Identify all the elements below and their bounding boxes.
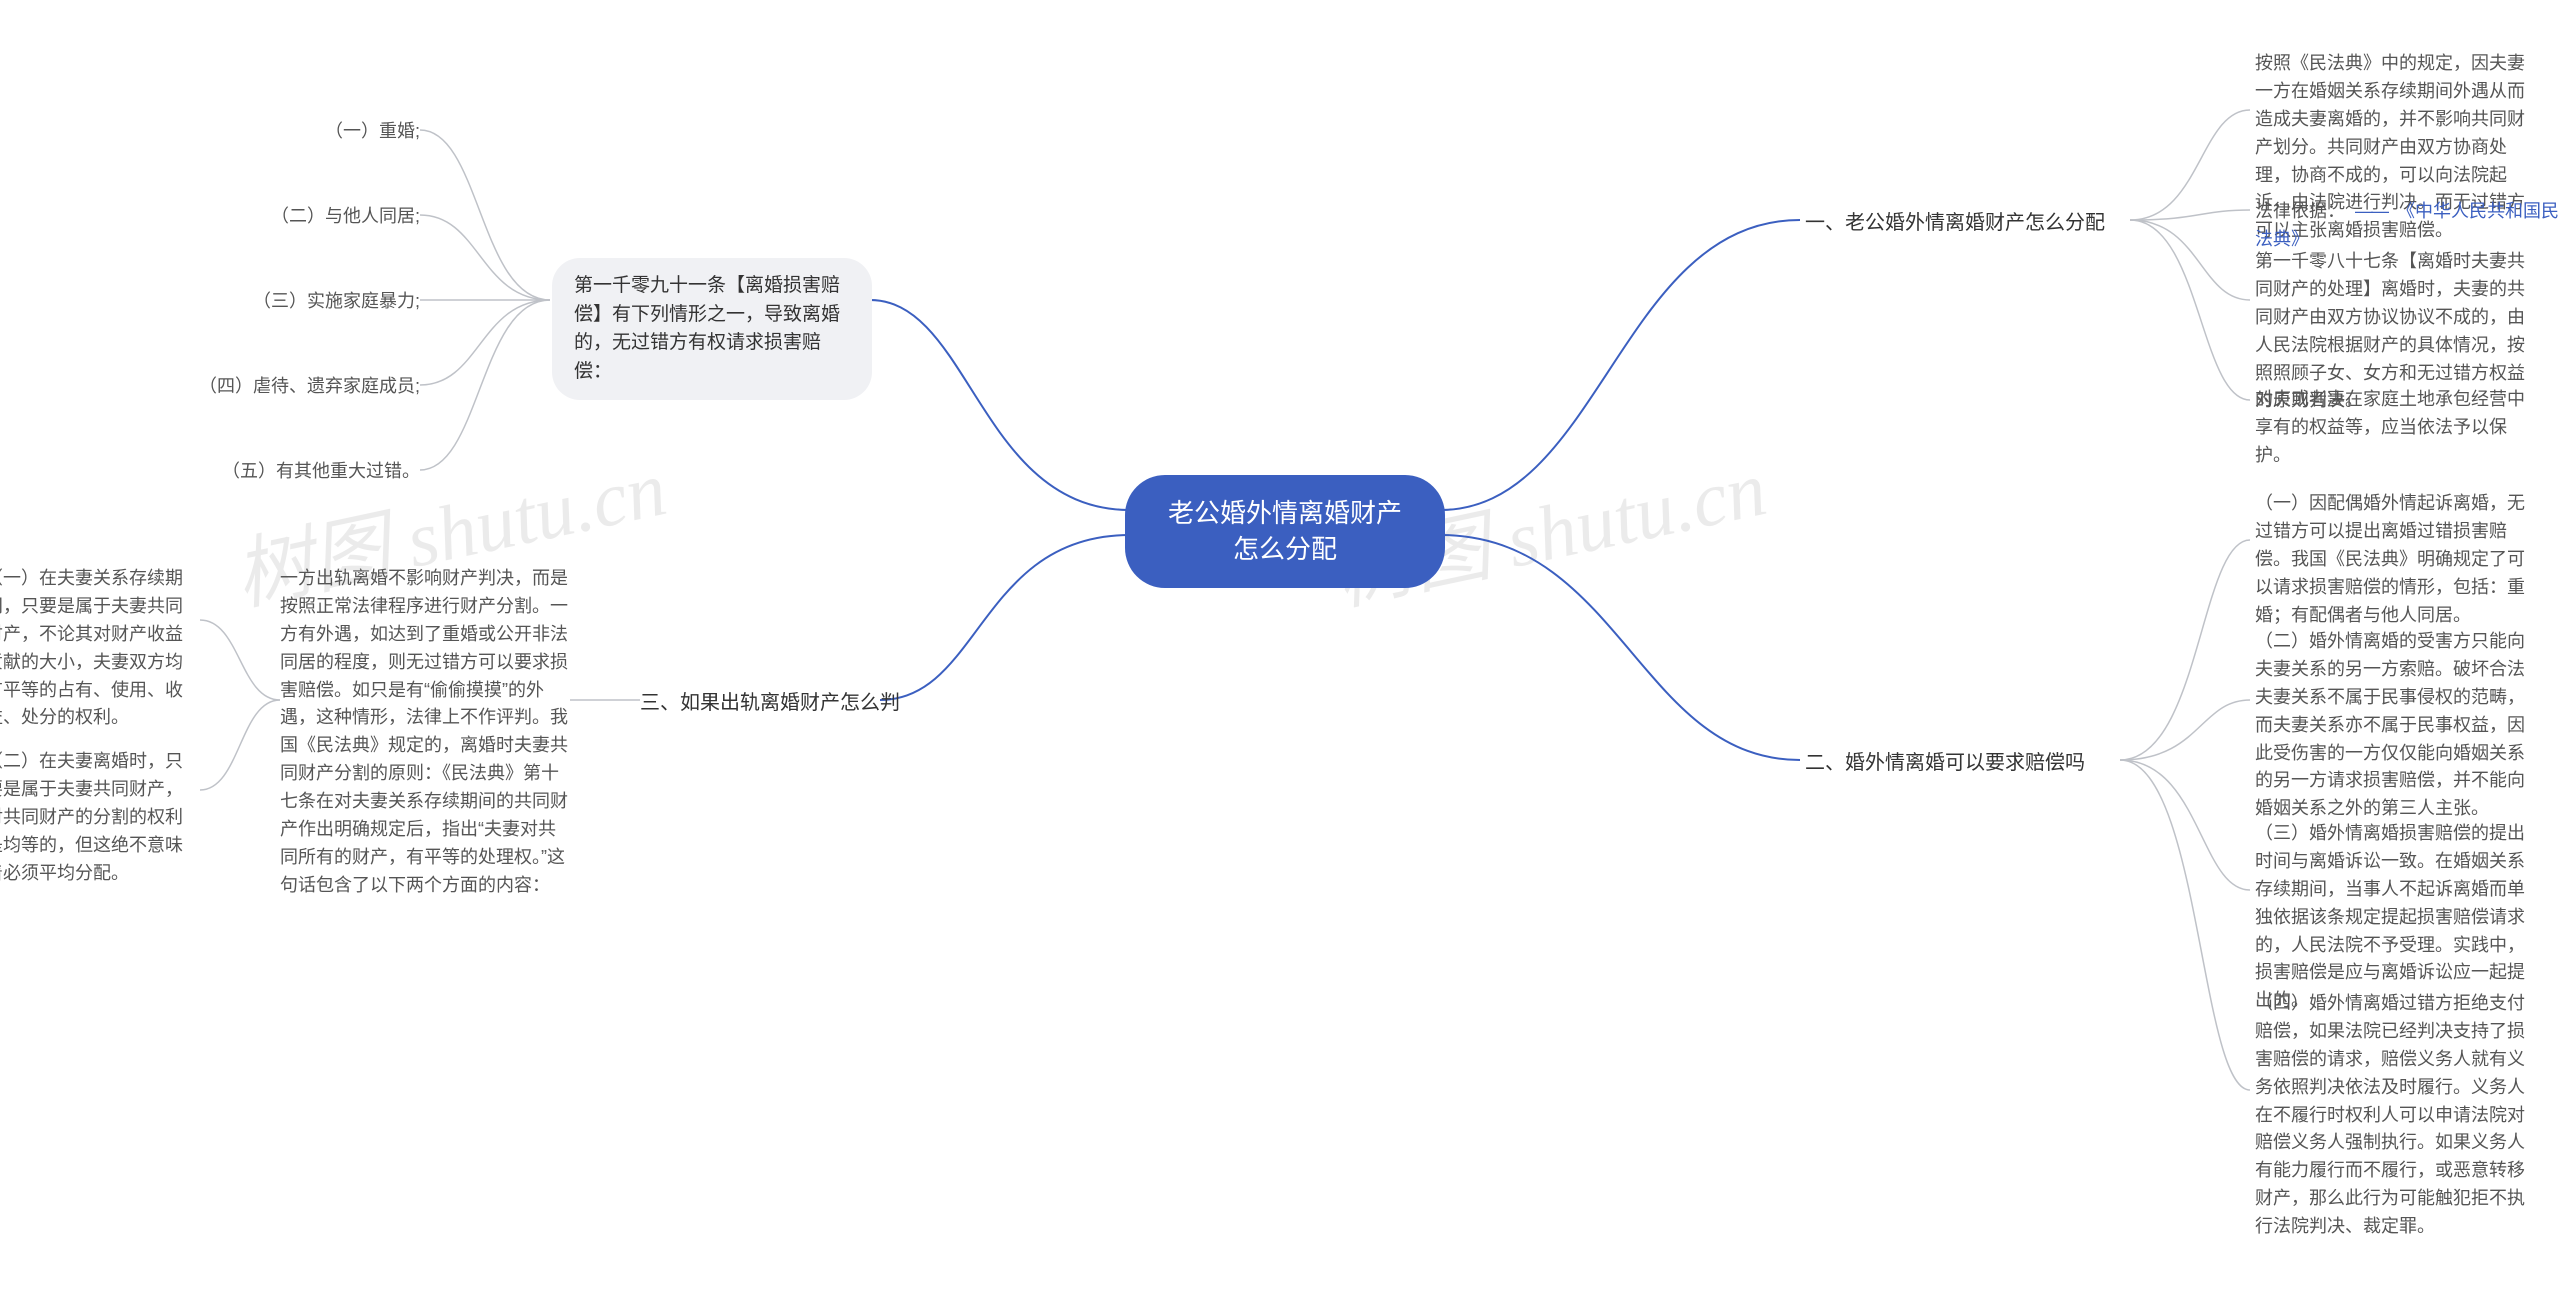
branch-2-leaf-4: （四）婚外情离婚过错方拒绝支付赔偿，如果法院已经判决支持了损害赔偿的请求，赔偿义… (2255, 990, 2525, 1241)
branch-2-label[interactable]: 二、婚外情离婚可以要求赔偿吗 (1805, 748, 2085, 779)
dash-icon: —— (2355, 201, 2387, 221)
root-node[interactable]: 老公婚外情离婚财产怎么分配 (1125, 475, 1445, 588)
branch-4-subtext: 一方出轨离婚不影响财产判决，而是按照正常法律程序进行财产分割。一方有外遇，如达到… (280, 565, 570, 900)
branch-4-sub-leaf-1: （一）在夫妻关系存续期间，只要是属于夫妻共同财产，不论其对财产收益贡献的大小，夫… (0, 565, 200, 732)
root-title: 老公婚外情离婚财产怎么分配 (1168, 498, 1402, 564)
branch-3-pill[interactable]: 第一千零九十一条【离婚损害赔偿】有下列情形之一，导致离婚的，无过错方有权请求损害… (552, 258, 872, 400)
branch-3-leaf-3: （三）实施家庭暴力; (235, 288, 420, 316)
branch-3-leaf-1: （一）重婚; (300, 118, 420, 146)
branch-2-leaf-2: （二）婚外情离婚的受害方只能向夫妻关系的另一方索赔。破坏合法夫妻关系不属于民事侵… (2255, 628, 2525, 823)
branch-1-label[interactable]: 一、老公婚外情离婚财产怎么分配 (1805, 208, 2105, 239)
branch-3-leaf-4: （四）虐待、遗弃家庭成员; (195, 373, 420, 401)
branch-4-label[interactable]: 三、如果出轨离婚财产怎么判 (640, 688, 900, 719)
branch-2-leaf-1: （一）因配偶婚外情起诉离婚，无过错方可以提出离婚过错损害赔偿。我国《民法典》明确… (2255, 490, 2525, 629)
branch-2-leaf-3: （三）婚外情离婚损害赔偿的提出时间与离婚诉讼一致。在婚姻关系存续期间，当事人不起… (2255, 820, 2525, 1015)
branch-1-leaf-4: 对夫或者妻在家庭土地承包经营中享有的权益等，应当依法予以保护。 (2255, 386, 2525, 470)
branch-1-leaf-2: 法律依据： —— 《中华人民共和国民法典》 (2255, 198, 2560, 254)
branch-3-leaf-5: （五）有其他重大过错。 (215, 458, 420, 486)
law-basis-label: 法律依据： (2255, 201, 2345, 221)
branch-3-leaf-2: （二）与他人同居; (255, 203, 420, 231)
branch-4-sub-leaf-2: （二）在夫妻离婚时，只要是属于夫妻共同财产，对共同财产的分割的权利是均等的，但这… (0, 748, 200, 887)
